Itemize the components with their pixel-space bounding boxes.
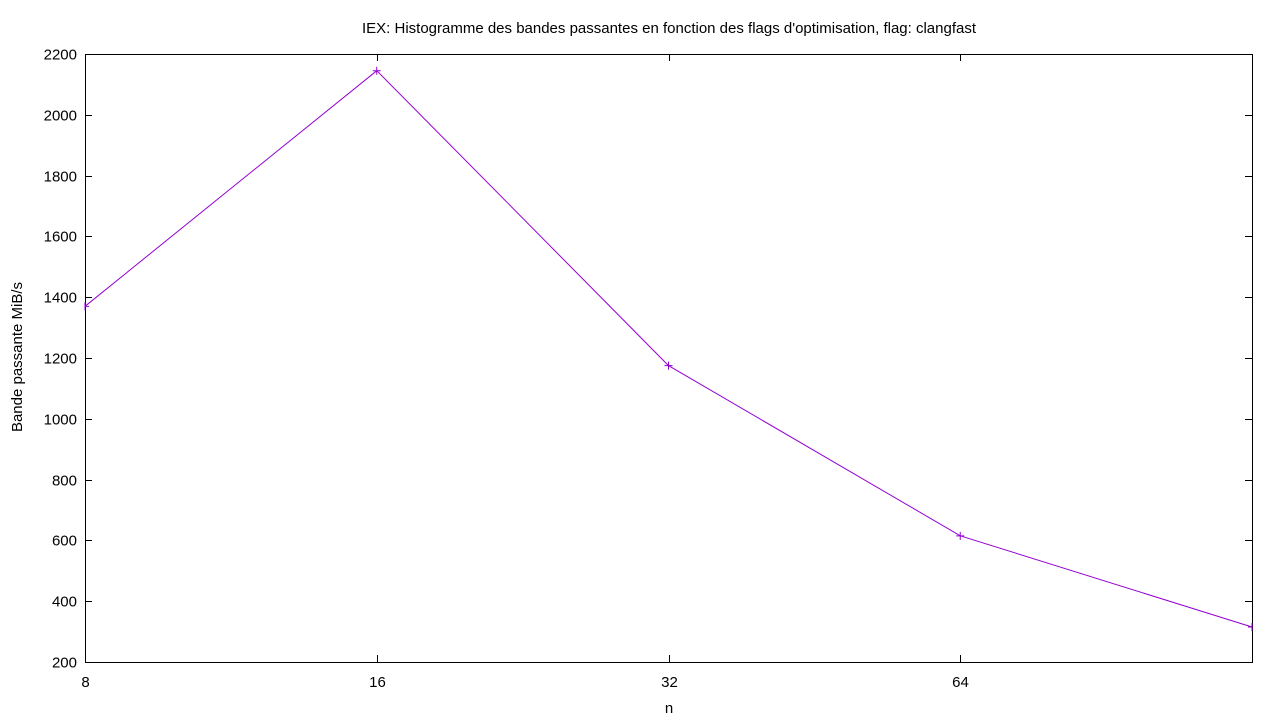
y-tick-label: 600 <box>52 533 77 550</box>
y-tick-label: 1200 <box>44 351 77 368</box>
y-tick-label: 400 <box>52 594 77 611</box>
y-tick-label: 1400 <box>44 290 77 307</box>
series-line <box>84 70 1253 628</box>
data-point <box>372 66 381 75</box>
series-layer <box>84 66 1253 632</box>
y-tick-label: 1600 <box>44 229 77 246</box>
x-tick-label: 8 <box>81 674 89 691</box>
y-axis-label: Bande passante MiB/s <box>9 282 26 432</box>
data-point <box>84 302 89 311</box>
plot-frame <box>85 54 1253 663</box>
y-tick-label: 1000 <box>44 412 77 429</box>
y-axis: 200 400 600 800 1000 1200 1400 1600 1800 2000 2200 <box>44 47 1252 672</box>
y-tick-label: 2000 <box>44 108 77 125</box>
y-tick-label: 800 <box>52 473 77 490</box>
x-tick-label: 16 <box>369 674 386 691</box>
data-point <box>1248 623 1253 632</box>
chart-title: IEX: Histogramme des bandes passantes en… <box>362 20 977 37</box>
data-point <box>956 531 965 540</box>
x-tick-label: 32 <box>661 674 678 691</box>
y-tick-label: 2200 <box>44 47 77 64</box>
x-axis: 8 16 32 64 <box>81 54 969 691</box>
y-tick-label: 1800 <box>44 169 77 186</box>
x-tick-label: 64 <box>952 674 969 691</box>
data-point <box>664 361 673 370</box>
x-axis-label: n <box>665 700 673 717</box>
y-tick-label: 200 <box>52 655 77 672</box>
